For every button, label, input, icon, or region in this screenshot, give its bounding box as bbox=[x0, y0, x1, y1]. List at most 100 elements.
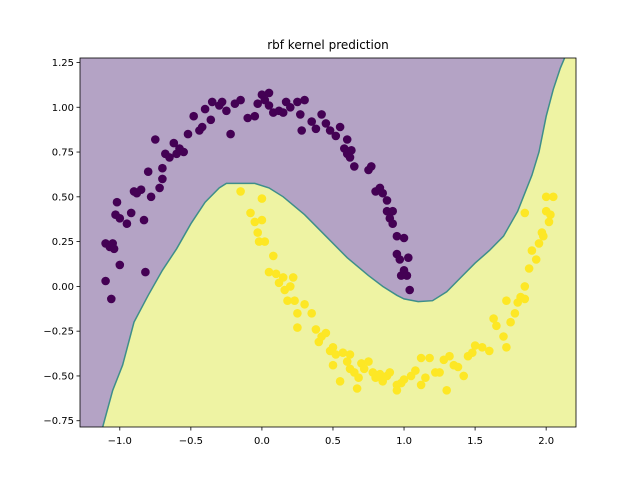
scatter-point-class0-8 bbox=[115, 214, 125, 223]
scatter-point-class0-88 bbox=[404, 253, 413, 262]
x-tick-label: 0.5 bbox=[325, 436, 341, 447]
scatter-point-class0-44 bbox=[253, 99, 262, 108]
scatter-point-class0-38 bbox=[222, 106, 231, 116]
scatter-point-class1-22 bbox=[311, 325, 321, 334]
scatter-point-class1-75 bbox=[506, 317, 515, 327]
axes-frame bbox=[79, 57, 577, 428]
scatter-point-class1-39 bbox=[359, 364, 369, 374]
y-tick-label: 0.50 bbox=[52, 192, 74, 203]
scatter-point-class1-54 bbox=[416, 353, 426, 363]
scatter-point-class1-66 bbox=[468, 348, 477, 358]
scatter-point-class0-7 bbox=[112, 197, 122, 207]
chart-title: rbf kernel prediction bbox=[267, 38, 389, 52]
scatter-point-class1-10 bbox=[271, 269, 281, 279]
scatter-point-class1-52 bbox=[411, 366, 420, 375]
scatter-point-class1-83 bbox=[531, 255, 541, 264]
scatter-point-class1-37 bbox=[354, 373, 363, 383]
scatter-point-class0-34 bbox=[206, 115, 216, 125]
scatter-point-class0-54 bbox=[293, 97, 302, 107]
y-tick-label: −0.75 bbox=[43, 416, 74, 427]
scatter-point-class1-31 bbox=[338, 348, 348, 358]
scatter-point-class0-28 bbox=[179, 147, 188, 157]
scatter-point-class0-19 bbox=[151, 135, 160, 144]
scatter-point-class0-14 bbox=[136, 185, 146, 194]
y-tick-label: 1.00 bbox=[52, 103, 74, 114]
scatter-point-class1-25 bbox=[321, 328, 331, 338]
scatter-point-class0-47 bbox=[264, 88, 274, 98]
scatter-point-class1-30 bbox=[335, 377, 345, 386]
scatter-point-class1-82 bbox=[527, 246, 537, 255]
scatter-point-class0-20 bbox=[155, 183, 164, 193]
scatter-point-class0-85 bbox=[399, 233, 409, 243]
scatter-point-class1-58 bbox=[435, 368, 444, 377]
y-tick-label: 0.00 bbox=[52, 282, 74, 293]
scatter-point-class0-69 bbox=[347, 146, 356, 155]
scatter-point-class1-46 bbox=[385, 368, 395, 377]
scatter-point-class1-76 bbox=[510, 309, 520, 318]
scatter-point-class1-86 bbox=[539, 231, 548, 241]
scatter-point-class1-80 bbox=[520, 282, 530, 291]
class1-region bbox=[102, 58, 576, 427]
scatter-point-class0-59 bbox=[311, 124, 321, 134]
scatter-point-class1-32 bbox=[342, 357, 352, 366]
scatter-point-class0-17 bbox=[141, 267, 150, 277]
scatter-point-class1-18 bbox=[293, 309, 302, 318]
scatter-point-class0-43 bbox=[250, 111, 260, 121]
scatter-point-class0-64 bbox=[335, 122, 345, 132]
x-tick-label: −1.0 bbox=[108, 436, 132, 447]
scatter-point-class1-69 bbox=[485, 346, 494, 356]
scatter-point-class0-32 bbox=[197, 122, 207, 132]
scatter-point-class0-21 bbox=[158, 163, 167, 173]
x-tick-label: 2.0 bbox=[538, 436, 554, 447]
scatter-point-class0-89 bbox=[405, 285, 415, 295]
x-tick-label: 0.0 bbox=[254, 436, 270, 447]
scatter-point-class0-3 bbox=[101, 276, 110, 286]
scatter-point-class0-81 bbox=[392, 231, 402, 241]
scatter-point-class1-56 bbox=[425, 353, 434, 363]
scatter-point-class0-51 bbox=[278, 108, 288, 117]
y-tick-label: 0.75 bbox=[52, 148, 74, 159]
x-tick-label: 1.0 bbox=[396, 436, 412, 447]
y-tick-label: −0.25 bbox=[43, 327, 74, 338]
scatter-point-class0-39 bbox=[226, 129, 235, 139]
scatter-point-class0-4 bbox=[107, 294, 116, 304]
scatter-point-class1-71 bbox=[492, 321, 501, 331]
scatter-point-class0-79 bbox=[388, 206, 398, 216]
scatter-point-class0-61 bbox=[321, 119, 331, 128]
scatter-point-class1-9 bbox=[269, 251, 278, 261]
scatter-point-class0-48 bbox=[264, 101, 274, 110]
scatter-point-class1-72 bbox=[499, 332, 508, 341]
scatter-point-class0-9 bbox=[115, 260, 125, 270]
scatter-point-class0-25 bbox=[169, 138, 179, 148]
scatter-point-class0-41 bbox=[236, 95, 245, 105]
scatter-point-class0-83 bbox=[395, 255, 405, 264]
scatter-point-class1-19 bbox=[293, 323, 302, 332]
scatter-point-class0-24 bbox=[165, 153, 174, 162]
scatter-point-class1-50 bbox=[399, 375, 409, 384]
y-tick-label: 1.25 bbox=[52, 58, 74, 69]
scatter-point-class1-70 bbox=[489, 314, 498, 323]
scatter-point-class0-63 bbox=[331, 131, 341, 141]
scatter-point-class0-62 bbox=[325, 126, 335, 135]
scatter-point-class1-73 bbox=[502, 343, 511, 352]
scatter-point-class1-28 bbox=[331, 350, 341, 359]
scatter-point-class1-29 bbox=[328, 360, 338, 370]
scatter-point-class0-10 bbox=[122, 219, 132, 228]
plot-area bbox=[80, 58, 576, 427]
scatter-point-class1-14 bbox=[283, 296, 292, 306]
scatter-point-class1-79 bbox=[520, 294, 530, 304]
scatter-point-class1-89 bbox=[544, 217, 554, 227]
decision-boundary bbox=[101, 58, 566, 427]
x-tick-label: −0.5 bbox=[179, 436, 203, 447]
scatter-point-class1-6 bbox=[257, 215, 267, 225]
scatter-point-class1-74 bbox=[502, 296, 511, 306]
scatter-point-class0-72 bbox=[367, 162, 376, 171]
scatter-point-class0-11 bbox=[126, 208, 136, 218]
scatter-point-class1-90 bbox=[546, 210, 555, 219]
scatter-point-class1-34 bbox=[345, 350, 355, 359]
scatter-point-class1-0 bbox=[236, 187, 245, 196]
scatter-point-class1-40 bbox=[364, 357, 373, 366]
scatter-point-class0-56 bbox=[297, 126, 307, 135]
scatter-point-class0-70 bbox=[350, 162, 359, 171]
scatter-point-class1-36 bbox=[352, 384, 362, 393]
